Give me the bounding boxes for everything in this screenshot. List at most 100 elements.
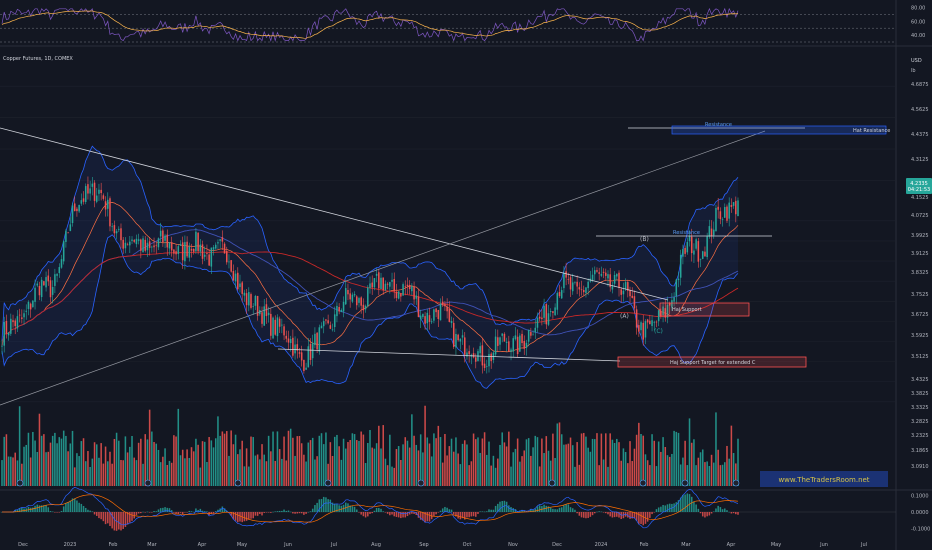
candle-body [596,270,598,272]
volume-bar [347,442,349,486]
volume-bar [488,441,490,486]
time-axis[interactable]: Dec 2023 Feb Mar Apr May Jun Jul Aug Sep Oct Nov Dec… [18,542,867,548]
macd-tick-label: -0.1000 [911,527,930,533]
macd-histogram-bar [640,512,642,524]
candle-body [503,333,506,342]
wave-a-label: (A) [620,313,629,320]
macd-histogram-bar [126,512,129,525]
macd-histogram-bar [349,505,351,512]
candle-body [671,300,673,308]
candle-body [188,246,191,258]
volume-bar [457,453,459,486]
candle-body [624,282,627,289]
macd-histogram-bar [646,512,649,522]
macd-histogram-bar [598,511,600,512]
volume-bar [466,444,468,486]
candle-body [206,253,208,254]
macd-tick-label: 0.0000 [911,510,929,516]
volume-bar [382,425,384,486]
candle-body [84,186,87,202]
macd-histogram-bar [69,500,72,512]
candle-body [219,239,221,241]
candle-body [567,279,570,280]
candle-body [12,320,14,323]
macd-histogram-bar [159,508,162,512]
volume-bar [325,432,327,486]
macd-histogram-bar [558,507,561,512]
candle-body [367,287,369,307]
candle-body [505,341,508,343]
candle-body [715,207,717,232]
macd-histogram-bar [234,512,237,521]
macd-histogram-bar [135,512,138,516]
volume-bar [98,457,100,486]
macd-histogram-bar [173,512,175,513]
macd-histogram-bar [589,512,592,517]
macd-histogram-bar [14,509,16,512]
macd-histogram-bar [276,511,279,512]
volume-bar [303,454,305,486]
macd-histogram-bar [684,494,686,512]
macd-histogram-bar [303,512,305,515]
macd-histogram-bar [527,510,530,512]
candle-body [190,248,193,251]
candle-body [199,244,202,252]
watermark-box [760,471,888,487]
macd-histogram-bar [199,508,202,512]
candle-body [384,283,387,291]
currency-label[interactable]: USD [911,58,922,64]
candle-body [532,334,534,336]
candle-body [508,341,510,352]
candle-body [591,274,594,280]
macd-histogram-bar [441,508,444,512]
volume-bar [175,436,177,486]
volume-bar [441,462,444,486]
price-panel[interactable]: Resistance Hat Resistance Resistance Haj Su… [0,85,896,406]
candle-body [102,195,105,199]
macd-histogram-bar [521,509,523,512]
volume-bar [732,453,735,486]
candle-body [735,200,737,215]
candle-body [76,208,78,212]
candle-body [107,199,109,209]
volume-bar [512,452,515,486]
volume-bar [274,460,277,486]
volume-bar [616,438,618,486]
time-tick-label: Jul [330,542,337,548]
macd-histogram-bar [679,497,682,512]
time-tick-label: Sep [419,542,428,548]
volume-bar [439,437,442,486]
candle-body [115,231,118,234]
volume-bar [497,458,499,486]
volume-bar [248,466,250,486]
volume-bar [598,465,600,486]
candle-body [14,320,16,327]
macd-histogram-bar [364,512,367,518]
macd-panel[interactable] [0,487,896,531]
candle-body [660,311,662,316]
macd-histogram-bar [212,512,215,514]
candle-body [554,307,556,316]
volume-bar [419,434,422,486]
unit-label[interactable]: lb [911,68,916,74]
macd-histogram-bar [140,512,142,514]
candle-body [298,352,301,354]
candle-body [389,282,391,287]
volume-bar [166,464,169,486]
volume-bar [40,435,43,486]
volume-bar [519,461,521,486]
rsi-panel[interactable] [0,7,896,43]
volume-bar [16,460,19,486]
macd-histogram-bar [252,512,254,519]
candle-body [137,239,140,241]
candle-body [16,316,19,329]
macd-histogram-bar [631,512,633,519]
macd-histogram-bar [217,509,219,512]
candle-body [234,273,237,282]
price-axis[interactable]: 80.00 60.00 40.00 4.6875 4.5625 4.4375 4.3125 4… [906,5,932,533]
volume-bar [289,428,292,486]
event-marker [417,479,425,487]
macd-histogram-bar [682,495,684,512]
candle-body [3,322,5,346]
